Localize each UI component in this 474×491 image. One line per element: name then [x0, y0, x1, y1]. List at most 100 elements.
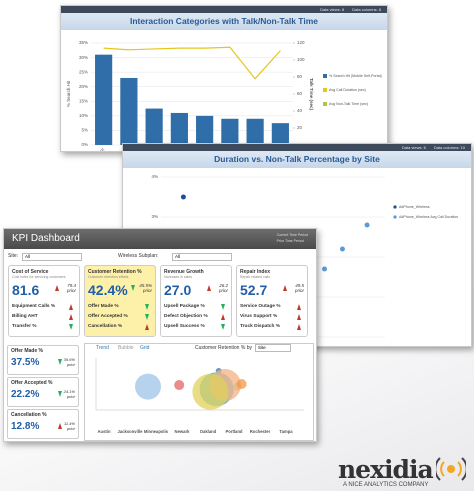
legend-swatch	[323, 88, 327, 92]
window-title: Interaction Categories with Talk/Non-Tal…	[61, 13, 387, 30]
card-title: Customer Retention %	[88, 269, 142, 275]
columns: Data columns: 8	[352, 7, 381, 12]
logo-name: nexidia	[338, 455, 434, 484]
site-select[interactable]: All	[22, 253, 82, 261]
trend-arrow	[58, 391, 62, 397]
y-tick-label: 15%	[79, 98, 88, 103]
side-value: 22.2%	[11, 389, 40, 400]
site-legend: Newark	[175, 429, 191, 434]
trend-arrow	[207, 285, 211, 291]
bar	[246, 118, 264, 145]
bar	[170, 112, 188, 145]
card-subtitle: Cost index for servicing customers	[12, 275, 66, 279]
card-item: Billing AHT	[12, 314, 38, 319]
side-card: Offer Accepted % 22.2% 24.1% prior	[7, 377, 79, 407]
card-title: Revenue Growth	[164, 269, 204, 275]
bubble	[236, 379, 247, 389]
legend-label: A#Phone_Wireless	[399, 205, 430, 209]
views: Data views: 8	[320, 7, 345, 12]
side-prior: 24.1% prior	[63, 389, 75, 399]
side-card: Cancellation % 12.8% 11.4% prior	[7, 409, 79, 439]
prior-value: 39.6%	[63, 357, 75, 362]
window-title: Duration vs. Non-Talk Percentage by Site	[123, 151, 471, 168]
site-legend: Rochester	[250, 429, 271, 434]
subplan-label: Wireless Subplan:	[118, 253, 159, 259]
y-tick-label: 35%	[79, 40, 88, 45]
legend-swatch	[393, 215, 397, 219]
card-item: Transfer %	[12, 324, 37, 329]
card-subtitle: Customer retention efforts	[88, 275, 129, 279]
prior-value: 26.2	[219, 283, 228, 288]
prior-label: prior	[66, 361, 75, 367]
bubble-chart: Austin Jacksonville Minneapolis Newark Oakla…	[95, 358, 304, 434]
card-title: Repair Index	[240, 269, 271, 275]
side-label: Offer Made %	[11, 348, 43, 354]
kpi-card: Customer Retention % Customer retention e…	[84, 265, 156, 337]
side-prior: 11.4% prior	[64, 421, 75, 431]
card-item: Offer Accepted %	[88, 314, 128, 319]
window-topbar: Data views: 8 Data columns: 8	[61, 6, 387, 13]
card-item: Service Outage %	[240, 304, 281, 309]
trend-arrow	[145, 314, 149, 320]
y-tick-label: 4%	[151, 174, 158, 179]
card-subtitle: Repair related calls	[240, 275, 270, 279]
bar	[196, 115, 214, 145]
legend-swatch	[393, 205, 397, 209]
trend-arrow	[283, 285, 287, 291]
bubble-select[interactable]: Site	[255, 344, 291, 352]
prior-value: 24.1%	[63, 389, 75, 394]
trend-arrow	[297, 314, 301, 320]
trend-arrow	[69, 324, 73, 330]
bar	[95, 54, 113, 145]
chart-tab[interactable]: Grid	[140, 345, 150, 351]
legend-label: Avg Call Duration (sec)	[329, 88, 366, 92]
legend-label: Avg Non-Talk Time (sec)	[329, 102, 368, 106]
prior-label: prior	[218, 288, 228, 293]
site-legend: Portland	[226, 429, 243, 434]
y2-tick-label: 40	[297, 108, 303, 113]
window-topbar: Data views: 6 Data columns: 10	[123, 144, 471, 151]
y-tick-label: 25%	[79, 69, 88, 74]
site-legend: Austin	[97, 429, 110, 434]
chart-tab[interactable]: Trend	[96, 345, 109, 351]
y-tick-label: 3%	[151, 214, 158, 219]
y2-axis-label: Talk Time (sec)	[309, 78, 314, 111]
time-periods: Current Time Period Prior Time Period	[277, 232, 308, 244]
kpi-card: Cost of Service Cost index for servicing …	[8, 265, 80, 337]
trend-arrow	[58, 359, 62, 365]
subplan-select[interactable]: All	[172, 253, 232, 261]
bar	[271, 123, 289, 145]
trend-arrow	[145, 324, 149, 330]
trend-arrow	[221, 314, 225, 320]
prior-label: prior	[142, 288, 152, 293]
prior-label: prior	[294, 288, 304, 293]
trend-arrow	[297, 324, 301, 330]
trend-arrow	[297, 304, 301, 310]
side-label: Cancellation %	[11, 412, 47, 418]
logo-tagline: A NICE ANALYTICS COMPANY	[343, 482, 429, 488]
trend-arrow	[69, 304, 73, 310]
card-prior: 45.5% prior	[139, 283, 152, 293]
card-prior: 79.4 prior	[67, 283, 76, 293]
card-value: 27.0	[164, 282, 192, 298]
y-axis-label: % Search Hit	[66, 80, 71, 107]
trend-arrow	[55, 285, 59, 291]
card-item: Offer Made %	[88, 304, 119, 309]
kpi-header: KPI Dashboard Current Time Period Prior T…	[4, 229, 316, 249]
y2-tick-label: 120	[297, 40, 305, 45]
card-item: Upsell Package %	[164, 304, 205, 309]
views: Data views: 6	[401, 145, 426, 150]
legend-swatch	[323, 102, 327, 106]
y-tick-label: 30%	[79, 55, 88, 60]
chart-tab[interactable]: Bubble	[118, 345, 134, 351]
card-item: Virus Support %	[240, 314, 278, 319]
point	[322, 266, 328, 272]
prior-label: prior	[66, 393, 75, 399]
card-title: Cost of Service	[12, 269, 49, 275]
card-item: Equipment Calls %	[12, 304, 56, 309]
prior-value: 79.4	[67, 283, 76, 288]
trend-arrow	[58, 423, 62, 429]
kpi-card: Repair Index Repair related calls 52.7 49.5…	[236, 265, 308, 337]
